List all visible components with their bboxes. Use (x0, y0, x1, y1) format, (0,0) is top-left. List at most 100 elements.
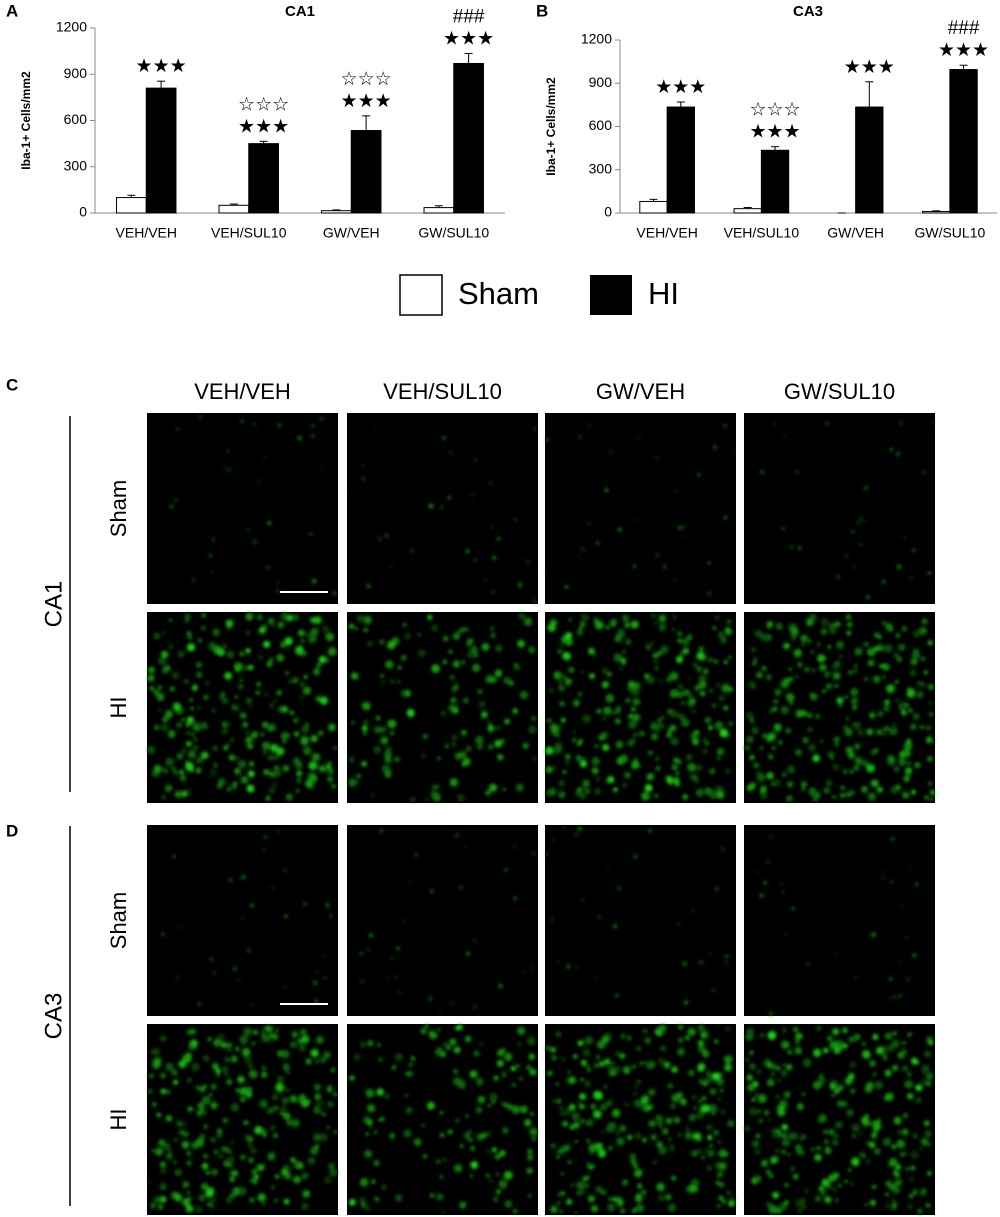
microglia (785, 794, 793, 803)
microglia (717, 1097, 721, 1101)
microglia (591, 767, 599, 775)
microglia (646, 772, 655, 781)
microglia (525, 560, 530, 565)
microglia (522, 970, 526, 974)
microglia (165, 1062, 174, 1072)
microglia (800, 1133, 807, 1140)
microglia (511, 1105, 521, 1114)
bar (218, 204, 250, 214)
microglia (671, 1093, 680, 1103)
microglia (257, 478, 261, 482)
microglia (173, 1137, 179, 1142)
microglia (869, 1199, 876, 1206)
microglia (259, 655, 263, 660)
microglia (464, 627, 470, 632)
microglia (439, 1010, 442, 1013)
microglia (746, 735, 754, 744)
microglia (757, 1094, 767, 1104)
microglia (238, 760, 247, 769)
microglia (820, 1190, 826, 1196)
microglia (182, 1181, 190, 1189)
microglia (469, 1070, 478, 1079)
microglia (902, 1112, 909, 1119)
microglia (831, 1138, 839, 1147)
microglia (670, 737, 679, 746)
microglia (582, 1175, 589, 1182)
microglia (189, 1028, 197, 1035)
microglia (182, 1131, 189, 1138)
microglia (185, 730, 191, 736)
microglia (859, 516, 863, 520)
microglia (635, 1045, 642, 1052)
microglia (406, 708, 415, 718)
microglia (828, 1128, 835, 1136)
microglia (466, 638, 474, 645)
microglia (195, 756, 204, 764)
microglia (810, 649, 815, 655)
microglia (172, 702, 182, 711)
microglia (749, 754, 755, 761)
microglia (528, 725, 537, 734)
microglia (870, 779, 879, 788)
microglia (718, 1195, 724, 1201)
microglia (463, 845, 467, 849)
microglia (519, 690, 529, 700)
microglia (512, 1208, 518, 1215)
row-label: HI (106, 697, 131, 719)
microglia (756, 870, 760, 874)
microglia (494, 1153, 501, 1160)
microglia (908, 1176, 915, 1182)
microglia (832, 662, 840, 670)
microglia (662, 1128, 669, 1135)
microglia (723, 1054, 733, 1064)
microglia (147, 1072, 155, 1080)
microglia (502, 1048, 506, 1052)
microglia (569, 1183, 574, 1188)
microglia (682, 794, 688, 800)
microglia (595, 1186, 603, 1193)
microglia (701, 1095, 707, 1101)
microglia (261, 1033, 271, 1043)
microglia (748, 1062, 756, 1070)
microglia (657, 1024, 667, 1033)
microglia (718, 694, 726, 702)
microglia (797, 649, 801, 653)
microglia (623, 1068, 629, 1074)
microglia (400, 654, 407, 661)
microglia (648, 1120, 656, 1128)
microglia (872, 1072, 877, 1077)
microglia (893, 765, 900, 772)
microglia (901, 1040, 907, 1046)
microglia (205, 681, 210, 685)
microglia (642, 1028, 648, 1034)
microglia (908, 865, 911, 869)
microglia (711, 733, 715, 737)
microglia (562, 826, 567, 830)
microglia (310, 433, 316, 439)
microglia (775, 1149, 779, 1153)
microglia (350, 720, 355, 725)
microglia (439, 1132, 445, 1138)
microglia (595, 776, 601, 782)
microglia (274, 755, 279, 761)
microglia (240, 775, 249, 784)
microglia (607, 1203, 616, 1212)
microglia (707, 1134, 713, 1141)
microglia (895, 633, 901, 638)
microglia (755, 1149, 761, 1155)
microglia (882, 876, 885, 879)
microglia (600, 1189, 607, 1196)
microglia (811, 668, 816, 673)
microglia (682, 535, 685, 538)
microglia (677, 631, 683, 637)
microglia (152, 1102, 157, 1107)
microglia (812, 1081, 822, 1090)
microglia (360, 1201, 367, 1209)
microglia (233, 781, 238, 786)
microglia (430, 1193, 435, 1198)
micrograph-cells (756, 835, 919, 1016)
microglia (652, 652, 659, 659)
microglia (714, 615, 720, 620)
microglia (225, 619, 234, 628)
microglia (729, 1196, 735, 1202)
